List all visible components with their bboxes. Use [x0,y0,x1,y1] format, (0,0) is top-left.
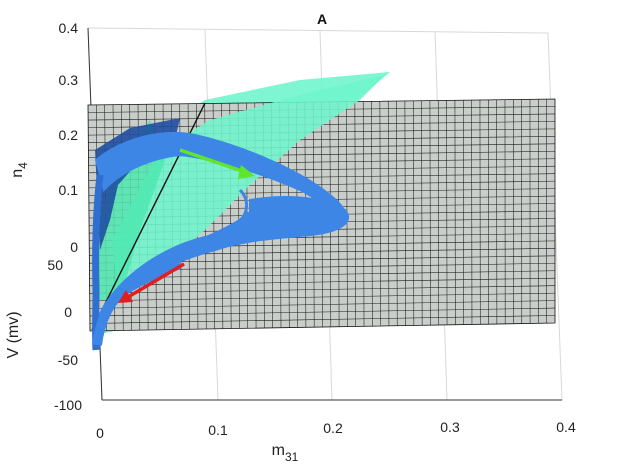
n4-tick-label: 0.2 [59,127,79,143]
m31-tick-label: 0.2 [323,420,343,436]
plane-grid-line [89,270,556,279]
n4-tick-label: 0.3 [59,72,79,88]
arrow-green [179,148,255,179]
trajectory-band-lower [109,196,349,309]
n4-axis-ticks: 0.4 0.3 0.2 0.1 0 [59,20,79,255]
v-tick-label: 50 [47,257,63,273]
trajectory-bottom-tail [92,259,182,346]
chart-title: A [317,11,327,27]
plane-grid-line [89,300,556,309]
v-tick-label: 0 [64,304,72,320]
v-axis-label: V (mv) [5,311,22,358]
m31-tick-label: 0.1 [208,422,228,438]
green-sheet-front [112,75,385,300]
plane-grid-line [89,285,556,294]
v-tick-label: -100 [54,397,82,413]
n4-tick-label: 0.4 [59,20,79,36]
green-sheet-left [98,120,165,300]
blue-trajectory [92,132,349,351]
v-tick-label: -50 [58,352,78,368]
plane-grid-line [89,277,556,287]
m31-axis-ticks: 0 0.1 0.2 0.3 0.4 [96,419,576,441]
plane-grid-line [89,307,556,317]
n4-axis-label: n4 [9,162,30,178]
m31-axis-label: m31 [272,442,299,464]
arrow-red [118,262,185,303]
n4-tick-label: 0 [70,239,78,255]
plane-grid-line [89,292,556,302]
plane-grid-line [89,315,556,324]
v-axis-ticks: 50 0 -50 -100 [47,257,82,413]
trajectory-inner-loop [237,188,248,224]
m31-tick-label: 0.3 [440,419,460,435]
m31-tick-label: 0 [96,425,104,441]
m31-tick-label: 0.4 [556,419,576,435]
n4-tick-label: 0.1 [59,182,79,198]
